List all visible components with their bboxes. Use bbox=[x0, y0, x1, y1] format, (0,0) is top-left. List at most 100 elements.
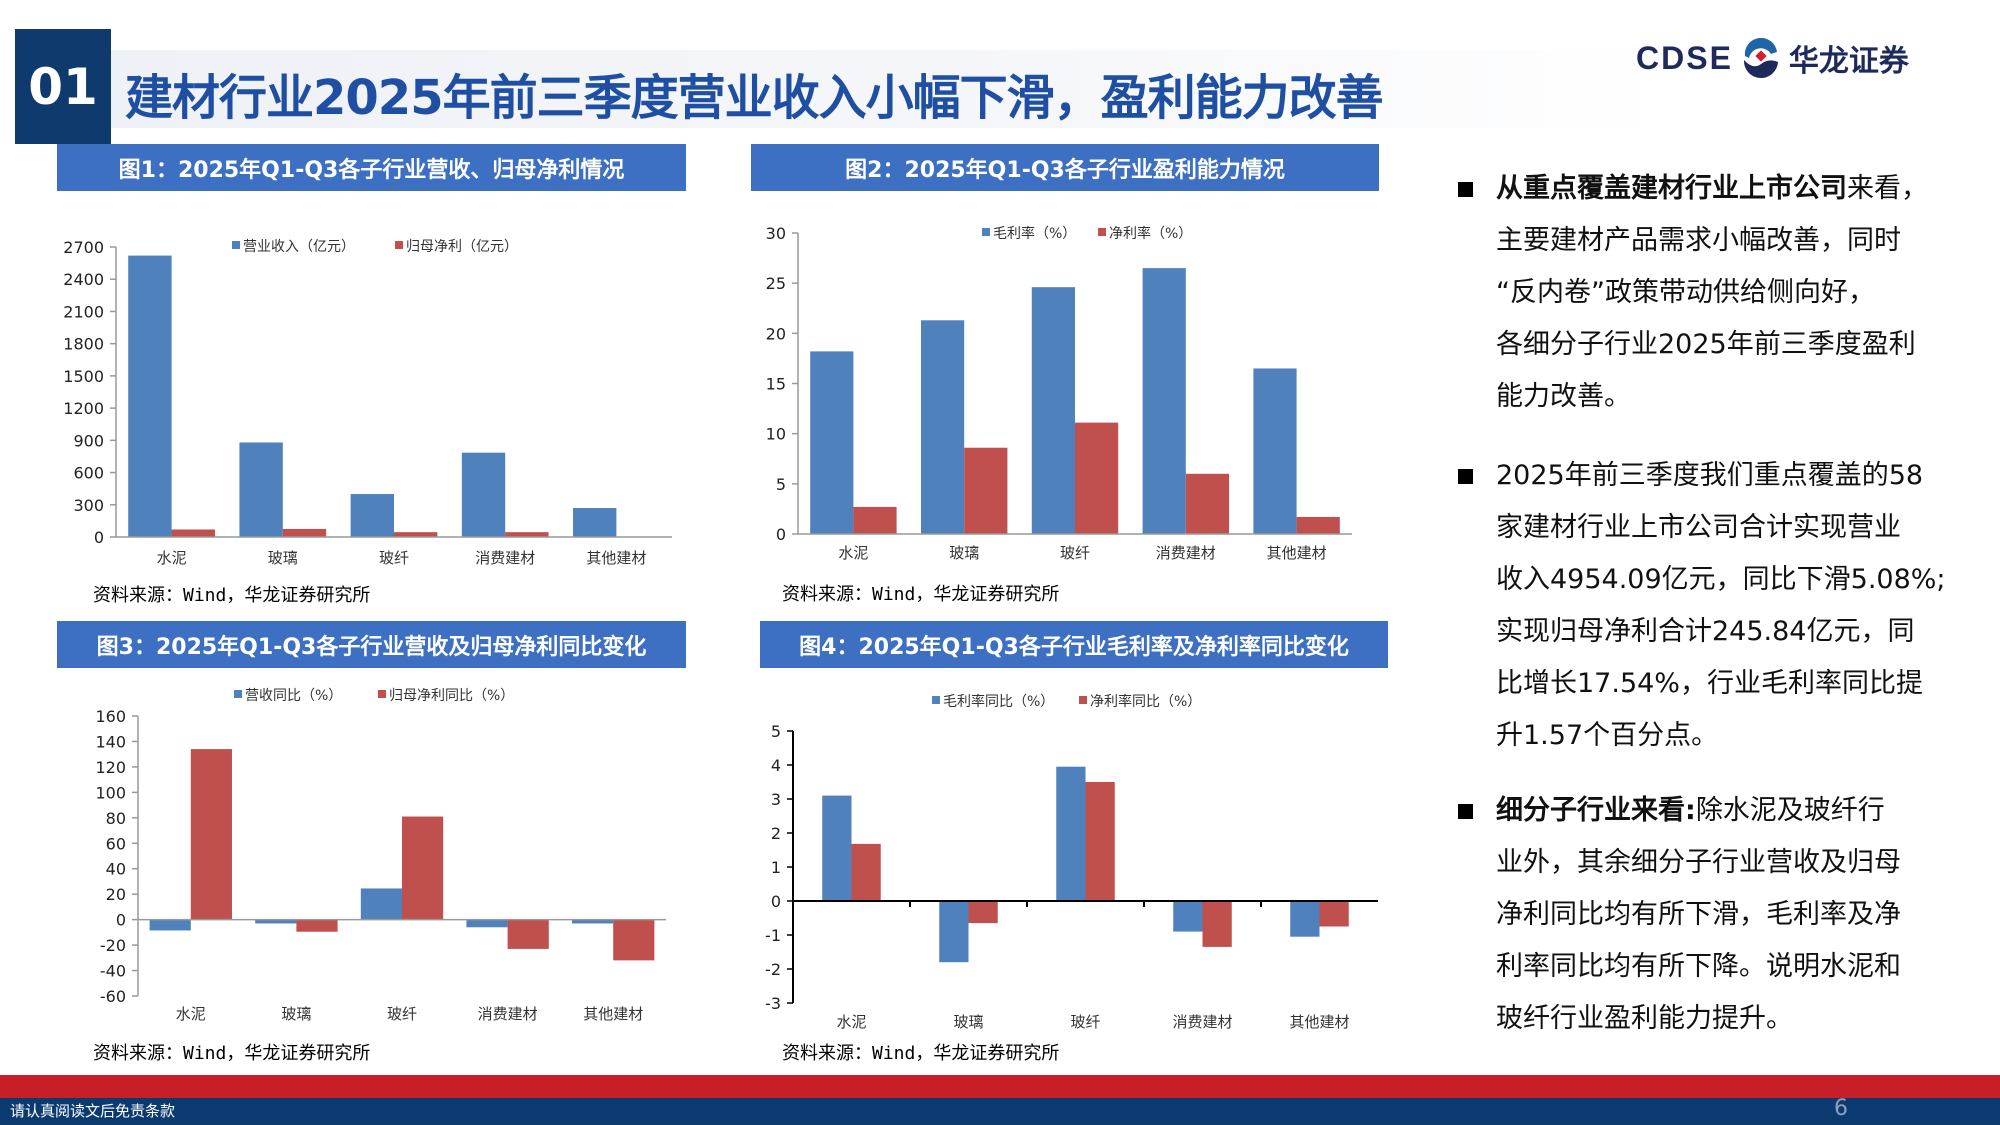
category-label: 其他建材 bbox=[586, 549, 646, 567]
figure-2-heading: 图2：2025年Q1-Q3各子行业盈利能力情况 bbox=[751, 144, 1379, 191]
y-tick-label: 25 bbox=[766, 274, 786, 293]
line-text: 净利同比均有所下滑，毛利率及净 bbox=[1496, 899, 1901, 930]
legend-label: 归母净利同比（%） bbox=[389, 687, 514, 704]
y-tick-label: 160 bbox=[95, 707, 126, 726]
bar-blue-3 bbox=[1173, 901, 1203, 932]
category-label: 水泥 bbox=[176, 1005, 206, 1023]
legend-swatch bbox=[378, 690, 386, 698]
figure-1-heading: 图1：2025年Q1-Q3各子行业营收、归母净利情况 bbox=[57, 144, 686, 191]
legend-swatch bbox=[232, 241, 240, 249]
bullet-square-icon bbox=[1458, 804, 1473, 819]
bar-blue-2 bbox=[1056, 766, 1086, 901]
line-text: 来看， bbox=[1847, 173, 1928, 204]
paragraph-line: 家建材行业上市公司合计实现营业 bbox=[1458, 502, 1978, 554]
y-tick-label: 2100 bbox=[63, 302, 104, 321]
figure-4-source: 资料来源：Wind，华龙证券研究所 bbox=[782, 1043, 1060, 1064]
line-text: 能力改善。 bbox=[1496, 381, 1631, 412]
category-label: 玻纤 bbox=[1060, 544, 1090, 562]
legend-label: 净利率（%） bbox=[1109, 225, 1192, 242]
paragraph-line: 2025年前三季度我们重点覆盖的58 bbox=[1458, 450, 1978, 502]
bar-blue-2 bbox=[1031, 287, 1075, 534]
page-number: 6 bbox=[1834, 1096, 1848, 1121]
y-tick-label: 140 bbox=[95, 732, 126, 751]
line-text: 收入4954.09亿元，同比下滑5.08%; bbox=[1496, 564, 1946, 595]
line-text: 业外，其余细分子行业营收及归母 bbox=[1496, 847, 1901, 878]
bar-blue-4 bbox=[572, 919, 614, 924]
bar-red-0 bbox=[190, 749, 232, 920]
y-tick-label: 300 bbox=[73, 496, 104, 515]
category-label: 水泥 bbox=[157, 549, 187, 567]
y-tick-label: 40 bbox=[106, 860, 126, 879]
category-label: 玻璃 bbox=[268, 549, 298, 567]
category-label: 消费建材 bbox=[478, 1005, 538, 1023]
y-tick-label: 2400 bbox=[63, 270, 104, 289]
legend-swatch bbox=[982, 228, 990, 236]
y-tick-label: 20 bbox=[766, 324, 786, 343]
footer-blue-band bbox=[0, 1098, 2000, 1125]
bar-blue-0 bbox=[149, 919, 191, 931]
bar-red-1 bbox=[968, 901, 998, 924]
title-band bbox=[111, 50, 1671, 128]
bar-red-0 bbox=[851, 843, 881, 901]
legend-swatch bbox=[932, 696, 940, 704]
line-text: 比增长17.54%，行业毛利率同比提 bbox=[1496, 668, 1923, 699]
y-tick-label: -20 bbox=[100, 936, 126, 955]
category-label: 玻璃 bbox=[281, 1005, 311, 1023]
line-text: 主要建材产品需求小幅改善，同时 bbox=[1496, 225, 1901, 256]
bold-lead: 细分子行业来看: bbox=[1496, 795, 1696, 826]
y-tick-label: 1 bbox=[771, 858, 781, 877]
category-label: 其他建材 bbox=[583, 1005, 643, 1023]
bar-blue-2 bbox=[350, 494, 394, 537]
line-text: 各细分子行业2025年前三季度盈利 bbox=[1496, 329, 1916, 360]
y-tick-label: -40 bbox=[100, 962, 126, 981]
bar-red-1 bbox=[964, 447, 1008, 534]
category-label: 其他建材 bbox=[1267, 544, 1327, 562]
line-text: 实现归母净利合计245.84亿元，同 bbox=[1496, 616, 1915, 647]
bar-red-3 bbox=[507, 919, 549, 949]
line-text: 升1.57个百分点。 bbox=[1496, 720, 1719, 751]
y-tick-label: 5 bbox=[776, 475, 786, 494]
line-text: “反内卷”政策带动供给侧向好， bbox=[1496, 277, 1875, 308]
category-label: 玻璃 bbox=[953, 1013, 983, 1031]
y-tick-label: 80 bbox=[106, 809, 126, 828]
paragraph-line: 从重点覆盖建材行业上市公司来看， bbox=[1458, 163, 1978, 215]
paragraph: 细分子行业来看:除水泥及玻纤行 业外，其余细分子行业营收及归母 净利同比均有所下滑，… bbox=[1458, 785, 1978, 1045]
bar-red-3 bbox=[1185, 473, 1230, 534]
bullet-square-icon bbox=[1458, 182, 1473, 197]
bar-blue-0 bbox=[128, 255, 172, 537]
logo-emblem-icon bbox=[1743, 38, 1778, 78]
bullet-square-icon bbox=[1458, 469, 1473, 484]
figure-2-source: 资料来源：Wind，华龙证券研究所 bbox=[782, 584, 1060, 605]
legend-swatch bbox=[1098, 228, 1106, 236]
bar-blue-0 bbox=[810, 351, 854, 534]
y-tick-label: 100 bbox=[95, 783, 126, 802]
y-tick-label: 60 bbox=[106, 834, 126, 853]
category-label: 消费建材 bbox=[1156, 544, 1216, 562]
y-tick-label: 3 bbox=[771, 790, 781, 809]
bar-red-3 bbox=[1202, 901, 1232, 947]
paragraph: 从重点覆盖建材行业上市公司来看， 主要建材产品需求小幅改善，同时 “反内卷”政策带动… bbox=[1458, 163, 1978, 423]
logo-cn-text: 华龙证券 bbox=[1788, 44, 1909, 79]
y-tick-label: 0 bbox=[771, 892, 781, 911]
y-tick-label: 120 bbox=[95, 758, 126, 777]
y-tick-label: -1 bbox=[765, 926, 781, 945]
bar-red-0 bbox=[853, 506, 897, 534]
y-tick-label: 10 bbox=[766, 425, 786, 444]
line-text: 玻纤行业盈利能力提升。 bbox=[1496, 1003, 1793, 1034]
paragraph-line: 升1.57个百分点。 bbox=[1458, 710, 1978, 762]
bar-blue-4 bbox=[1290, 901, 1320, 937]
figure-3-heading: 图3：2025年Q1-Q3各子行业营收及归母净利同比变化 bbox=[57, 621, 686, 668]
y-tick-label: -3 bbox=[765, 994, 781, 1013]
line-text: 利率同比均有所下降。说明水泥和 bbox=[1496, 951, 1901, 982]
company-logo: CDSE 华龙证券 bbox=[1636, 36, 1909, 80]
y-tick-label: 5 bbox=[771, 722, 781, 741]
category-label: 玻纤 bbox=[1070, 1013, 1100, 1031]
y-tick-label: 0 bbox=[116, 911, 126, 930]
y-tick-label: -2 bbox=[765, 960, 781, 979]
bar-red-4 bbox=[1319, 901, 1349, 927]
bold-lead: 从重点覆盖建材行业上市公司 bbox=[1496, 173, 1847, 204]
paragraph-line: 玻纤行业盈利能力提升。 bbox=[1458, 993, 1978, 1045]
bar-blue-2 bbox=[360, 888, 402, 920]
legend-swatch bbox=[1079, 696, 1087, 704]
